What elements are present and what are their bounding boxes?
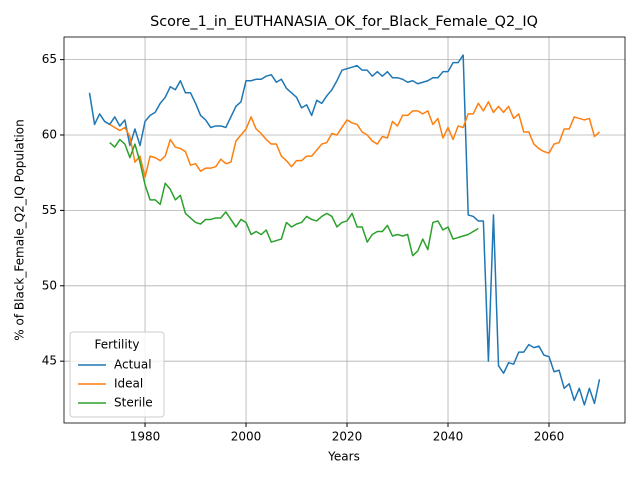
x-tick-label: 2000 [231, 430, 262, 444]
y-tick-label: 50 [42, 278, 57, 292]
y-tick-label: 60 [42, 128, 57, 142]
x-tick-label: 2060 [534, 430, 565, 444]
legend-box [69, 331, 165, 418]
plot-frame [63, 36, 626, 424]
y-axis-label: % of Black_Female_Q2_IQ Population [13, 119, 27, 340]
chart-title: Score_1_in_EUTHANASIA_OK_for_Black_Femal… [150, 14, 538, 30]
legend-label: Ideal [114, 377, 143, 391]
legend: Fertility Actual Ideal Sterile [69, 331, 165, 418]
y-tick-label: 65 [42, 52, 57, 66]
x-tick-label: 2020 [332, 430, 363, 444]
x-tick-label: 2040 [433, 430, 464, 444]
line-series [88, 54, 601, 406]
y-tick-label: 45 [42, 354, 57, 368]
legend-label: Actual [114, 358, 152, 372]
line-series [109, 138, 479, 257]
line-series [109, 101, 601, 178]
legend-label: Sterile [114, 396, 153, 410]
y-tick-label: 55 [42, 203, 57, 217]
x-axis-label: Years [327, 450, 360, 464]
legend-title: Fertility [94, 338, 139, 352]
x-tick-label: 1980 [130, 430, 161, 444]
